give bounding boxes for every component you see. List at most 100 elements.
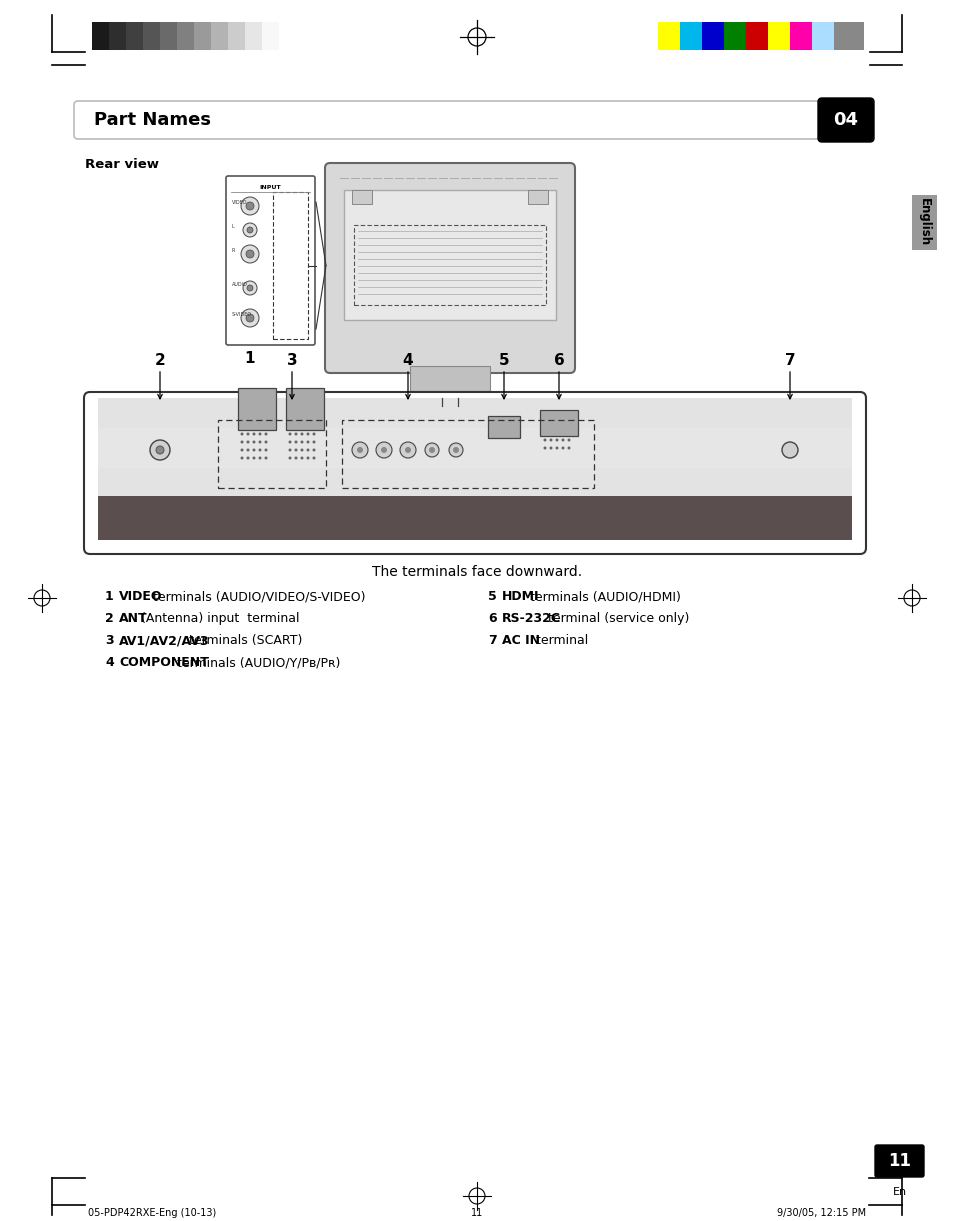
Circle shape xyxy=(555,438,558,442)
FancyBboxPatch shape xyxy=(74,101,821,139)
Text: 7: 7 xyxy=(784,353,795,368)
Circle shape xyxy=(306,457,309,459)
Circle shape xyxy=(549,447,552,449)
Circle shape xyxy=(247,284,253,291)
Circle shape xyxy=(258,448,261,452)
Bar xyxy=(459,391,477,407)
Circle shape xyxy=(288,432,292,436)
Circle shape xyxy=(288,457,292,459)
Bar xyxy=(419,391,437,407)
Circle shape xyxy=(246,441,250,443)
Text: AC IN: AC IN xyxy=(501,634,539,647)
Bar xyxy=(539,410,578,436)
Text: 7: 7 xyxy=(488,634,497,647)
Text: 3: 3 xyxy=(287,353,297,368)
Circle shape xyxy=(150,440,170,460)
Bar xyxy=(98,398,851,498)
FancyBboxPatch shape xyxy=(325,162,575,372)
Bar xyxy=(228,22,245,50)
Text: AUDIO: AUDIO xyxy=(232,282,248,287)
Bar xyxy=(410,366,490,391)
Circle shape xyxy=(240,448,243,452)
Text: terminals (AUDIO/VIDEO/S-VIDEO): terminals (AUDIO/VIDEO/S-VIDEO) xyxy=(149,590,365,603)
Circle shape xyxy=(294,441,297,443)
Text: 2: 2 xyxy=(105,612,113,625)
FancyBboxPatch shape xyxy=(874,1145,923,1177)
Text: RS-232C: RS-232C xyxy=(501,612,560,625)
Bar xyxy=(143,22,160,50)
Circle shape xyxy=(253,457,255,459)
Text: VIDEO: VIDEO xyxy=(232,200,247,205)
Text: 05-PDP42RXE-Eng (10-13): 05-PDP42RXE-Eng (10-13) xyxy=(88,1208,216,1219)
Text: 6: 6 xyxy=(553,353,564,368)
Circle shape xyxy=(313,457,315,459)
Circle shape xyxy=(264,441,267,443)
Bar xyxy=(211,22,228,50)
Text: terminals (SCART): terminals (SCART) xyxy=(185,634,302,647)
Bar xyxy=(177,22,193,50)
Text: R: R xyxy=(232,248,235,253)
Text: The terminals face downward.: The terminals face downward. xyxy=(372,565,581,579)
Bar xyxy=(273,192,308,339)
Circle shape xyxy=(294,432,297,436)
Text: HDMI: HDMI xyxy=(501,590,539,603)
Circle shape xyxy=(294,457,297,459)
Bar xyxy=(344,190,556,320)
Bar xyxy=(218,420,326,488)
Circle shape xyxy=(246,250,253,258)
Circle shape xyxy=(300,441,303,443)
Text: En: En xyxy=(891,1187,905,1197)
Circle shape xyxy=(561,447,564,449)
Circle shape xyxy=(246,201,253,210)
Circle shape xyxy=(264,457,267,459)
Text: COMPONENT: COMPONENT xyxy=(119,656,209,669)
Circle shape xyxy=(253,441,255,443)
Bar xyxy=(354,225,545,305)
Circle shape xyxy=(429,447,435,453)
Bar xyxy=(98,496,851,540)
Text: English: English xyxy=(917,199,930,247)
Circle shape xyxy=(313,432,315,436)
Text: 11: 11 xyxy=(887,1151,910,1170)
Circle shape xyxy=(306,432,309,436)
Bar xyxy=(98,429,851,468)
Circle shape xyxy=(241,197,258,215)
Text: terminals (AUDIO/Y/Pʙ/Pʀ): terminals (AUDIO/Y/Pʙ/Pʀ) xyxy=(172,656,340,669)
FancyBboxPatch shape xyxy=(817,98,873,142)
FancyBboxPatch shape xyxy=(84,392,865,554)
Circle shape xyxy=(241,309,258,327)
Circle shape xyxy=(258,432,261,436)
Circle shape xyxy=(352,442,368,458)
Circle shape xyxy=(258,457,261,459)
Circle shape xyxy=(300,457,303,459)
Circle shape xyxy=(405,447,411,453)
Circle shape xyxy=(424,443,438,457)
Circle shape xyxy=(243,223,256,237)
Circle shape xyxy=(246,314,253,322)
Circle shape xyxy=(543,447,546,449)
Text: 5: 5 xyxy=(498,353,509,368)
Bar xyxy=(352,190,372,204)
Circle shape xyxy=(356,447,363,453)
Circle shape xyxy=(246,457,250,459)
Text: terminal (service only): terminal (service only) xyxy=(543,612,689,625)
Circle shape xyxy=(240,457,243,459)
Circle shape xyxy=(264,448,267,452)
Circle shape xyxy=(288,448,292,452)
Text: Part Names: Part Names xyxy=(94,111,211,129)
Text: AV1/AV2/AV3: AV1/AV2/AV3 xyxy=(119,634,210,647)
Bar xyxy=(745,22,767,50)
Circle shape xyxy=(300,448,303,452)
Circle shape xyxy=(240,441,243,443)
Text: VIDEO: VIDEO xyxy=(119,590,162,603)
Circle shape xyxy=(313,441,315,443)
Circle shape xyxy=(264,432,267,436)
Bar xyxy=(723,22,745,50)
Circle shape xyxy=(567,447,570,449)
Circle shape xyxy=(243,281,256,295)
Text: ANT: ANT xyxy=(119,612,148,625)
Text: 4: 4 xyxy=(402,353,413,368)
Text: 11: 11 xyxy=(471,1208,482,1219)
Circle shape xyxy=(258,441,261,443)
Circle shape xyxy=(247,227,253,233)
